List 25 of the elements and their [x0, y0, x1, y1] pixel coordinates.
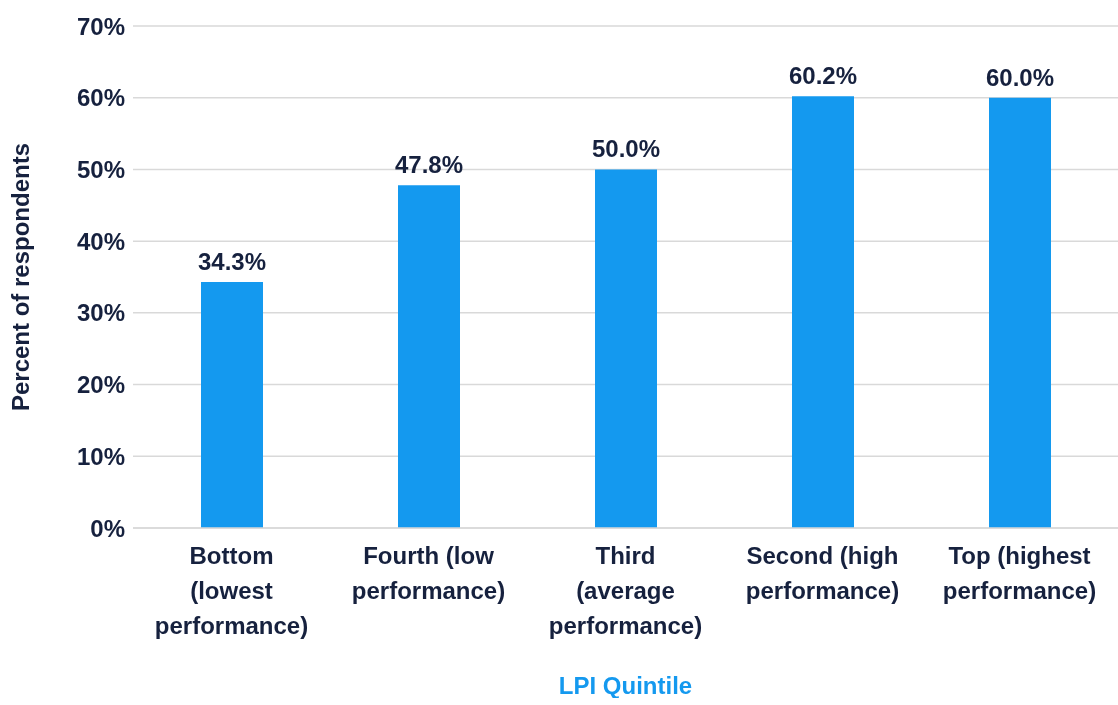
y-tick-label: 40% [76, 227, 125, 255]
y-axis-title: Percent of respondents [6, 142, 34, 412]
x-tick-label: Fourth (low performance) [351, 542, 506, 604]
x-tick-label: Second (high performance) [745, 542, 900, 604]
data-label: 60.2% [788, 62, 858, 90]
bar [201, 282, 263, 528]
bar [792, 96, 854, 528]
data-label: 47.8% [394, 151, 464, 179]
y-tick-label: 30% [76, 299, 125, 327]
y-tick-label: 0% [90, 514, 125, 542]
data-label: 34.3% [197, 248, 267, 276]
y-tick-label: 50% [76, 155, 125, 183]
x-tick-label: Third (average performance) [548, 542, 703, 639]
bar [398, 185, 460, 528]
y-tick-label: 60% [76, 84, 125, 112]
data-label: 60.0% [985, 63, 1055, 91]
y-tick-label: 70% [76, 12, 125, 40]
x-tick-label: Bottom (lowest performance) [154, 542, 309, 639]
x-axis-title: LPI Quintile [558, 672, 693, 699]
data-label: 50.0% [591, 135, 661, 163]
bar [989, 97, 1051, 528]
y-tick-label: 20% [76, 371, 125, 399]
y-tick-label: 10% [76, 442, 125, 470]
bar [595, 169, 657, 528]
x-tick-label: Top (highest performance) [942, 542, 1097, 604]
